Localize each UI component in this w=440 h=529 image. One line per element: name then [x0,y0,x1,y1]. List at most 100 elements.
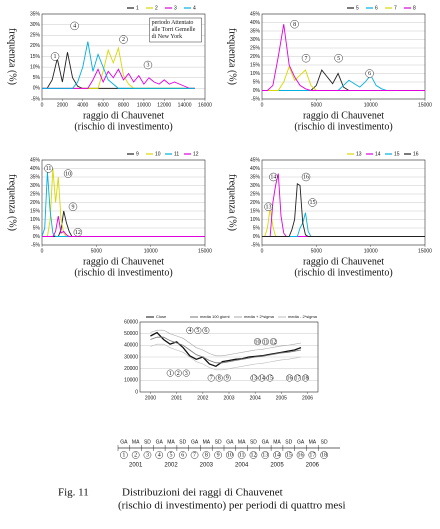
period-label: SD [179,439,186,445]
legend-label: media + 2*sigma [244,314,275,319]
annotation: 18 [321,453,327,459]
annotation: 11 [263,339,269,345]
annotation-circle [214,451,222,459]
annotation: 5 [337,56,340,62]
annotation-circle [167,451,175,459]
x-axis-label: raggio di Chauvenet [83,110,164,121]
annotation: 8 [218,376,221,382]
annotation-circle [215,374,223,382]
x-tick-label: 0 [261,248,264,254]
legend-label: 8 [413,5,416,11]
annotation-circle [250,374,258,382]
annotation-circle [301,172,311,182]
annotation-circle [186,326,194,334]
annotation: 12 [250,453,256,459]
x-tick-label: 10000 [364,248,378,254]
annotation-circle [119,35,128,44]
annotation: 9 [71,204,74,210]
year-label: 2004 [235,463,249,469]
annotation-circle [174,369,182,377]
annotation: 4 [188,328,191,334]
annotation-circle [131,451,140,459]
annotation: 2 [122,37,125,43]
x-tick-label: 10000 [144,248,158,254]
annotation-circle [290,19,299,29]
x-tick-label: 0 [41,102,44,108]
annotation-circle [258,374,266,382]
series-line [42,41,195,89]
x-tick-label: 16000 [198,102,212,108]
x-axis-label: (rischio di investimento) [74,267,172,278]
y-tick-label: 20% [250,200,261,206]
legend-label: 3 [174,5,177,11]
annotation-circle [273,451,281,459]
annotation: 12 [75,230,81,236]
y-tick-label: 10% [30,64,41,70]
x-tick-label: 15000 [418,248,432,254]
annotation-circle [285,374,294,382]
annotation-circle [202,451,211,459]
annotation: 16 [287,376,293,382]
legend-label: 12 [193,151,199,157]
y-tick-label: 10% [250,71,261,77]
y-axis-label: frequenza (%) [227,28,238,85]
period-label: GA [156,439,164,445]
legend-label: 4 [193,5,196,11]
annotation-circle [68,202,78,211]
x-tick-label: 0 [261,102,264,108]
period-label: SD [321,439,328,445]
annotation: 4 [158,453,161,459]
y-tick-label: 5% [33,225,41,231]
y-tick-label: 10000 [124,378,138,384]
annotation: 11 [46,166,52,172]
y-tick-label: 35% [250,174,261,180]
annotation-circle [178,451,187,459]
legend-label: media 100 giorni [200,314,230,319]
annotation-circle [365,69,374,78]
annotation: 1 [54,54,57,60]
period-label: MA [167,439,175,445]
y-tick-label: 15% [30,54,41,60]
x-tick-label: 2005 [276,395,287,401]
annotation-circle [155,451,164,459]
annotation-circle [261,451,270,459]
annotation-circle [269,338,278,346]
year-label: 2002 [164,463,178,469]
series-line [262,207,425,237]
y-tick-label: 30% [30,183,41,189]
y-tick-label: 40000 [124,343,138,349]
y-tick-label: 35% [250,28,261,34]
period-label: MA [309,439,317,445]
legend-label: 16 [413,151,419,157]
legend-label: 2 [155,5,158,11]
annotation: 14 [270,175,276,181]
annotation: 10 [65,171,71,177]
legend-label: 1 [136,5,139,11]
x-tick-label: 15000 [198,248,212,254]
legend-label: 10 [155,151,161,157]
annotation-circle [44,164,53,173]
annotation-circle [320,451,328,459]
x-tick-label: 14000 [178,102,192,108]
annotation: 12 [270,339,276,345]
annotation: 8 [293,22,296,28]
y-tick-label: 20000 [124,366,138,372]
period-label: SD [250,439,257,445]
annotation-circle [301,374,310,382]
x-tick-label: 4000 [77,102,88,108]
annotation-circle [190,451,199,459]
series-line [262,212,425,237]
y-tick-label: 40% [30,166,41,172]
y-tick-label: 0% [253,234,261,240]
plot-frame [261,13,426,100]
y-tick-label: 45% [30,157,41,163]
annotation-circle [334,53,343,63]
y-tick-label: 30000 [124,354,138,360]
y-tick-label: -5% [251,96,260,102]
series-line [150,329,302,357]
series-line [262,183,425,237]
series-line [42,216,205,237]
x-axis-label: (rischio di investimento) [294,267,392,278]
annotation-circle [70,21,79,31]
